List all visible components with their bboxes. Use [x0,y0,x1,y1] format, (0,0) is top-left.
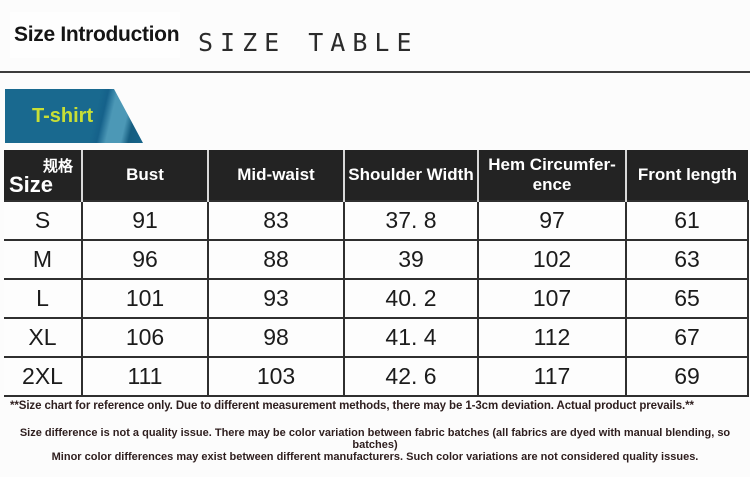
table-row: XL 106 98 41. 4 112 67 [4,317,749,358]
tshirt-tag-label: T-shirt [32,104,94,127]
cell-value: 37. 8 [343,200,479,241]
cell-value: 107 [477,278,627,319]
table-row: L 101 93 40. 2 107 65 [4,278,749,319]
corner-spec-label: 规格 [42,158,73,175]
cell-value: 112 [477,317,627,358]
cell-value: 65 [625,278,749,319]
column-header-shoulder-width: Shoulder Width [344,150,479,201]
header-divider [0,71,750,73]
table-row: M 96 88 39 102 63 [4,239,749,280]
size-label: M [4,239,83,280]
cell-value: 83 [207,200,345,241]
table-row: S 91 83 37. 8 97 61 [4,200,749,241]
table-row: 2XL 111 103 42. 6 117 69 [4,356,749,397]
column-header-hem-circumference: Hem Circumfer- ence [478,150,627,201]
cell-value: 111 [81,356,209,397]
table-header-row: 规格 Size Bust Mid-waist Shoulder Width He… [4,150,748,201]
size-introduction-label: Size Introduction [14,23,180,46]
footnote-color-variation: Size difference is not a quality issue. … [19,427,731,451]
cell-value: 102 [477,239,627,280]
page-title: SIZE TABLE [198,28,419,57]
cell-value: 101 [81,278,209,319]
cell-value: 69 [625,356,749,397]
cell-value: 98 [207,317,345,358]
column-header-bust: Bust [82,150,209,201]
cell-value: 117 [477,356,627,397]
size-introduction-box: Size Introduction [10,12,180,58]
cell-value: 97 [477,200,627,241]
corner-cell: 规格 Size [4,150,83,201]
footnote-manufacturers: Minor color differences may exist betwee… [51,451,699,463]
cell-value: 42. 6 [343,356,479,397]
tshirt-tag: T-shirt [5,89,143,143]
cell-value: 106 [81,317,209,358]
size-label: L [4,278,83,319]
size-label: XL [4,317,83,358]
cell-value: 41. 4 [343,317,479,358]
footnote-deviation: **Size chart for reference only. Due to … [10,400,694,412]
corner-size-label: Size [9,172,54,197]
cell-value: 63 [625,239,749,280]
cell-value: 103 [207,356,345,397]
column-header-mid-waist: Mid-waist [208,150,345,201]
size-table: 规格 Size Bust Mid-waist Shoulder Width He… [4,150,749,397]
cell-value: 39 [343,239,479,280]
size-label: S [4,200,83,241]
cell-value: 96 [81,239,209,280]
cell-value: 91 [81,200,209,241]
size-label: 2XL [4,356,83,397]
cell-value: 88 [207,239,345,280]
cell-value: 40. 2 [343,278,479,319]
column-header-front-length: Front length [626,150,748,201]
cell-value: 61 [625,200,749,241]
cell-value: 67 [625,317,749,358]
cell-value: 93 [207,278,345,319]
